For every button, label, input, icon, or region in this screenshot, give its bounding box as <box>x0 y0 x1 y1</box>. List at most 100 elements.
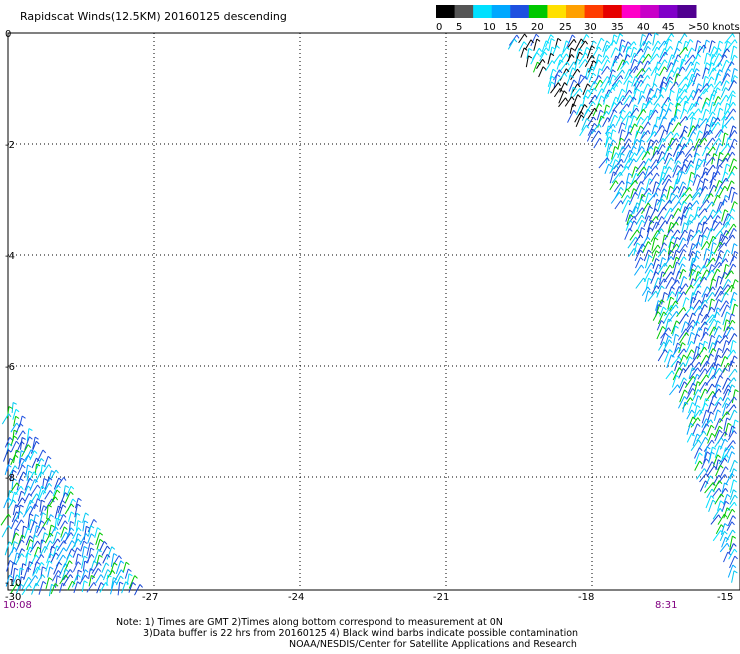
wind-barb <box>686 423 691 435</box>
wind-barb-flag <box>648 158 652 162</box>
colorbar-swatch <box>640 5 660 18</box>
wind-barb <box>629 220 635 231</box>
wind-barb-flag <box>719 375 724 379</box>
wind-barb-flag <box>731 171 735 176</box>
wind-barb <box>678 313 687 325</box>
wind-barb <box>730 68 735 82</box>
wind-barb-flag <box>85 512 89 516</box>
wind-barb <box>602 44 608 58</box>
wind-barb-flag <box>697 40 702 44</box>
wind-barb <box>533 61 538 73</box>
wind-barb-flag <box>556 74 561 78</box>
wind-barb <box>11 574 18 586</box>
wind-barb-flag <box>718 209 722 214</box>
wind-barb-flag <box>684 396 688 400</box>
wind-barb-flag <box>528 55 533 59</box>
wind-barb <box>59 583 63 593</box>
wind-barb-flag <box>719 164 723 169</box>
wind-barb <box>81 555 85 569</box>
wind-barb <box>719 157 727 167</box>
wind-barb-flag <box>734 201 738 205</box>
wind-barb-flag <box>598 103 603 107</box>
wind-barb <box>652 311 659 321</box>
wind-barb-flag <box>692 130 697 135</box>
wind-barb-flag <box>684 158 689 163</box>
wind-barb <box>657 262 666 275</box>
wind-barb-flag <box>678 87 683 91</box>
wind-barb-flag <box>593 60 597 64</box>
wind-barb-flag <box>35 554 39 559</box>
wind-barb <box>29 540 39 553</box>
wind-barb <box>558 53 567 66</box>
wind-barb <box>95 554 100 567</box>
wind-barb <box>723 284 733 296</box>
wind-barb <box>10 435 15 447</box>
wind-barb <box>44 490 51 500</box>
wind-barb <box>672 237 678 248</box>
wind-barb-flag <box>550 34 554 38</box>
wind-barb <box>665 370 673 380</box>
wind-barb-flag <box>626 103 630 108</box>
wind-barb-flag <box>720 230 724 235</box>
wind-barb-flag <box>676 320 680 324</box>
wind-barb-flag <box>678 143 682 148</box>
wind-barb-flag <box>676 132 680 137</box>
wind-barb-flag <box>720 250 724 254</box>
wind-barb-flag <box>710 306 715 311</box>
wind-barb <box>569 103 574 114</box>
wind-barb-flag <box>698 96 703 100</box>
wind-barb-flag <box>650 269 654 273</box>
wind-barb-flag <box>733 468 738 472</box>
wind-barb-flag <box>724 513 728 518</box>
wind-barb-flag <box>36 493 40 498</box>
wind-barb-flag <box>627 46 632 50</box>
wind-barb-flag <box>654 83 658 88</box>
wind-barb <box>724 116 733 127</box>
wind-barb-flag <box>648 188 652 192</box>
wind-barb-flag <box>731 360 735 364</box>
wind-barb <box>640 236 648 250</box>
wind-barb-flag <box>664 291 668 296</box>
wind-barb <box>54 518 57 532</box>
wind-barb-flag <box>20 490 25 494</box>
wind-barb-flag <box>606 66 610 70</box>
wind-barb <box>690 292 694 304</box>
colorbar-label: >50 knots <box>688 22 740 33</box>
wind-barb-flag <box>21 415 26 419</box>
wind-barb-flag <box>139 584 143 588</box>
wind-barb-flag <box>718 158 723 162</box>
wind-barb-flag <box>706 97 710 101</box>
wind-barb-flag <box>705 88 709 93</box>
wind-barb <box>10 583 18 594</box>
wind-barb-flag <box>613 34 618 38</box>
wind-barb <box>615 115 622 127</box>
wind-barb-flag <box>662 108 667 112</box>
wind-barb <box>26 539 31 551</box>
wind-barb-flag <box>705 409 710 413</box>
wind-barb-flag <box>662 257 666 261</box>
wind-barb-flag <box>726 102 731 106</box>
wind-barb <box>60 526 65 538</box>
wind-barb <box>633 61 641 74</box>
wind-barb-flag <box>706 52 711 56</box>
wind-barb-flag <box>647 75 651 79</box>
wind-barb-flag <box>594 94 598 99</box>
wind-barb <box>703 439 713 452</box>
wind-barb-flag <box>712 116 717 120</box>
wind-barb <box>703 129 711 139</box>
wind-barb <box>587 87 595 100</box>
wind-barb <box>101 545 108 556</box>
wind-barb <box>726 349 734 360</box>
wind-barb-flag <box>689 220 694 224</box>
wind-barb-flag <box>706 451 711 455</box>
wind-barb <box>673 178 678 192</box>
wind-barb-flag <box>648 67 652 72</box>
wind-barb-flag <box>712 146 716 151</box>
wind-barb <box>715 201 722 215</box>
wind-barb <box>701 458 707 469</box>
wind-barb-flag <box>42 581 47 585</box>
wind-barb <box>641 130 649 139</box>
wind-barb-flag <box>704 185 709 190</box>
wind-barb-flag <box>608 136 613 140</box>
wind-barb-flag <box>565 68 570 73</box>
